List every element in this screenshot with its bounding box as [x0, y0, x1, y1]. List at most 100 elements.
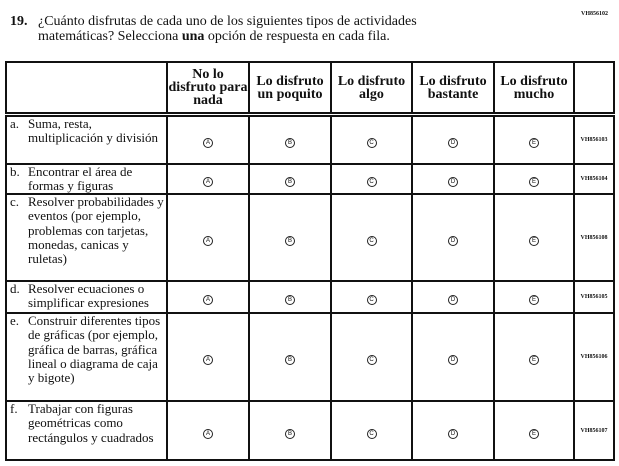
question-number: 19.: [10, 14, 28, 29]
row-code: VH856107: [573, 400, 615, 462]
option-cell: D: [411, 113, 495, 165]
row-letter: c.: [10, 194, 20, 210]
answer-bubble-c[interactable]: C: [366, 235, 377, 246]
row-label: f. Trabajar con figuras geométricas como …: [5, 400, 168, 462]
answer-bubble-b[interactable]: B: [285, 355, 295, 366]
option-cell: C: [330, 280, 413, 315]
row-letter: b.: [10, 163, 20, 179]
option-cell: E: [493, 312, 575, 403]
answer-bubble-e[interactable]: E: [529, 428, 539, 439]
row-code: VH856104: [573, 162, 615, 196]
option-cell: B: [248, 400, 332, 462]
answer-bubble-e[interactable]: E: [529, 295, 539, 306]
table-row: b. Encontrar el área de formas y figuras A…: [5, 162, 615, 196]
option-cell: D: [411, 280, 495, 315]
row-code: VH856105: [573, 280, 615, 315]
option-cell: B: [248, 280, 332, 315]
answer-bubble-c[interactable]: C: [366, 428, 377, 439]
column-header: Lo disfruto un poquito: [248, 61, 332, 117]
option-cell: A: [166, 400, 250, 462]
column-header: Lo disfruto mucho: [493, 61, 575, 117]
option-cell: D: [411, 312, 495, 403]
row-text: Construir diferentes tipos de gráficas (…: [28, 313, 161, 386]
table-row: d. Resolver ecuaciones o simplificar expr…: [5, 280, 615, 315]
option-cell: D: [411, 193, 495, 283]
row-label: e. Construir diferentes tipos de gráficas…: [5, 312, 168, 403]
answer-bubble-c[interactable]: C: [366, 137, 377, 148]
option-cell: E: [493, 162, 575, 196]
option-cell: B: [248, 162, 332, 196]
option-cell: D: [411, 400, 495, 462]
answer-bubble-b[interactable]: B: [285, 235, 295, 246]
answer-bubble-b[interactable]: B: [285, 428, 295, 439]
row-letter: d.: [10, 281, 20, 297]
option-cell: C: [330, 193, 413, 283]
option-cell: B: [248, 113, 332, 165]
answer-bubble-b[interactable]: B: [285, 295, 295, 306]
answer-bubble-b[interactable]: B: [285, 137, 295, 148]
answer-bubble-e[interactable]: E: [529, 176, 539, 187]
header-blank: [5, 61, 168, 117]
answer-bubble-c[interactable]: C: [366, 295, 377, 306]
question-text: ¿Cuánto disfrutas de cada uno de los sig…: [38, 14, 478, 44]
option-cell: C: [330, 312, 413, 403]
answer-bubble-a[interactable]: A: [203, 176, 213, 187]
header-row: No lo disfruto para nada Lo disfruto un …: [5, 61, 615, 117]
answer-bubble-b[interactable]: B: [285, 176, 295, 187]
answer-bubble-a[interactable]: A: [203, 235, 213, 246]
option-cell: C: [330, 400, 413, 462]
table-row: a. Suma, resta, multiplicación y división…: [5, 113, 615, 165]
answer-bubble-e[interactable]: E: [529, 137, 539, 148]
row-code: VH856108: [573, 193, 615, 283]
answer-bubble-d[interactable]: D: [448, 235, 458, 246]
option-cell: E: [493, 193, 575, 283]
column-header: Lo disfruto bastante: [411, 61, 495, 117]
option-cell: C: [330, 162, 413, 196]
answer-bubble-a[interactable]: A: [203, 295, 213, 306]
option-cell: B: [248, 193, 332, 283]
question-id: VH856102: [581, 11, 608, 17]
answer-bubble-d[interactable]: D: [448, 355, 458, 366]
option-cell: A: [166, 312, 250, 403]
row-text: Encontrar el área de formas y figuras: [28, 163, 133, 193]
answer-bubble-a[interactable]: A: [203, 355, 213, 366]
answer-bubble-e[interactable]: E: [529, 355, 539, 366]
answer-bubble-d[interactable]: D: [448, 137, 458, 148]
response-grid: No lo disfruto para nada Lo disfruto un …: [5, 61, 615, 462]
option-cell: A: [166, 113, 250, 165]
answer-bubble-a[interactable]: A: [203, 428, 213, 439]
answer-bubble-d[interactable]: D: [448, 428, 458, 439]
question-text-emphasis: una: [181, 29, 205, 44]
answer-bubble-c[interactable]: C: [366, 176, 377, 187]
row-letter: e.: [10, 313, 20, 329]
row-text: Suma, resta, multiplicación y división: [28, 116, 158, 146]
row-text: Resolver probabilidades y eventos (por e…: [28, 194, 164, 267]
table-row: c. Resolver probabilidades y eventos (por…: [5, 193, 615, 283]
answer-bubble-e[interactable]: E: [529, 235, 539, 246]
row-letter: f.: [10, 401, 18, 417]
option-cell: D: [411, 162, 495, 196]
answer-bubble-a[interactable]: A: [203, 137, 213, 148]
answer-bubble-d[interactable]: D: [448, 295, 458, 306]
option-cell: C: [330, 113, 413, 165]
option-cell: A: [166, 280, 250, 315]
answer-bubble-c[interactable]: C: [366, 355, 377, 366]
row-label: d. Resolver ecuaciones o simplificar expr…: [5, 280, 168, 315]
row-code: VH856106: [573, 312, 615, 403]
row-letter: a.: [10, 116, 20, 131]
row-label: c. Resolver probabilidades y eventos (por…: [5, 193, 168, 283]
answer-bubble-d[interactable]: D: [448, 176, 458, 187]
option-cell: E: [493, 280, 575, 315]
option-cell: E: [493, 400, 575, 462]
header-blank: [573, 61, 615, 117]
row-text: Trabajar con figuras geométricas como re…: [28, 401, 154, 445]
table-row: f. Trabajar con figuras geométricas como …: [5, 400, 615, 462]
option-cell: E: [493, 113, 575, 165]
option-cell: A: [166, 162, 250, 196]
column-header: No lo disfruto para nada: [166, 61, 250, 117]
option-cell: B: [248, 312, 332, 403]
table-row: e. Construir diferentes tipos de gráficas…: [5, 312, 615, 403]
question-text-part: ¿Cuánto disfrutas de cada uno de los sig…: [38, 14, 417, 44]
question-text-part: opción de respuesta en cada fila.: [204, 29, 390, 44]
row-label: a. Suma, resta, multiplicación y división: [5, 113, 168, 165]
